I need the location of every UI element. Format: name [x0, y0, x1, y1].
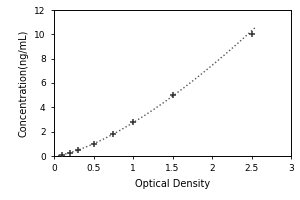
Y-axis label: Concentration(ng/mL): Concentration(ng/mL)	[19, 29, 28, 137]
X-axis label: Optical Density: Optical Density	[135, 179, 210, 189]
